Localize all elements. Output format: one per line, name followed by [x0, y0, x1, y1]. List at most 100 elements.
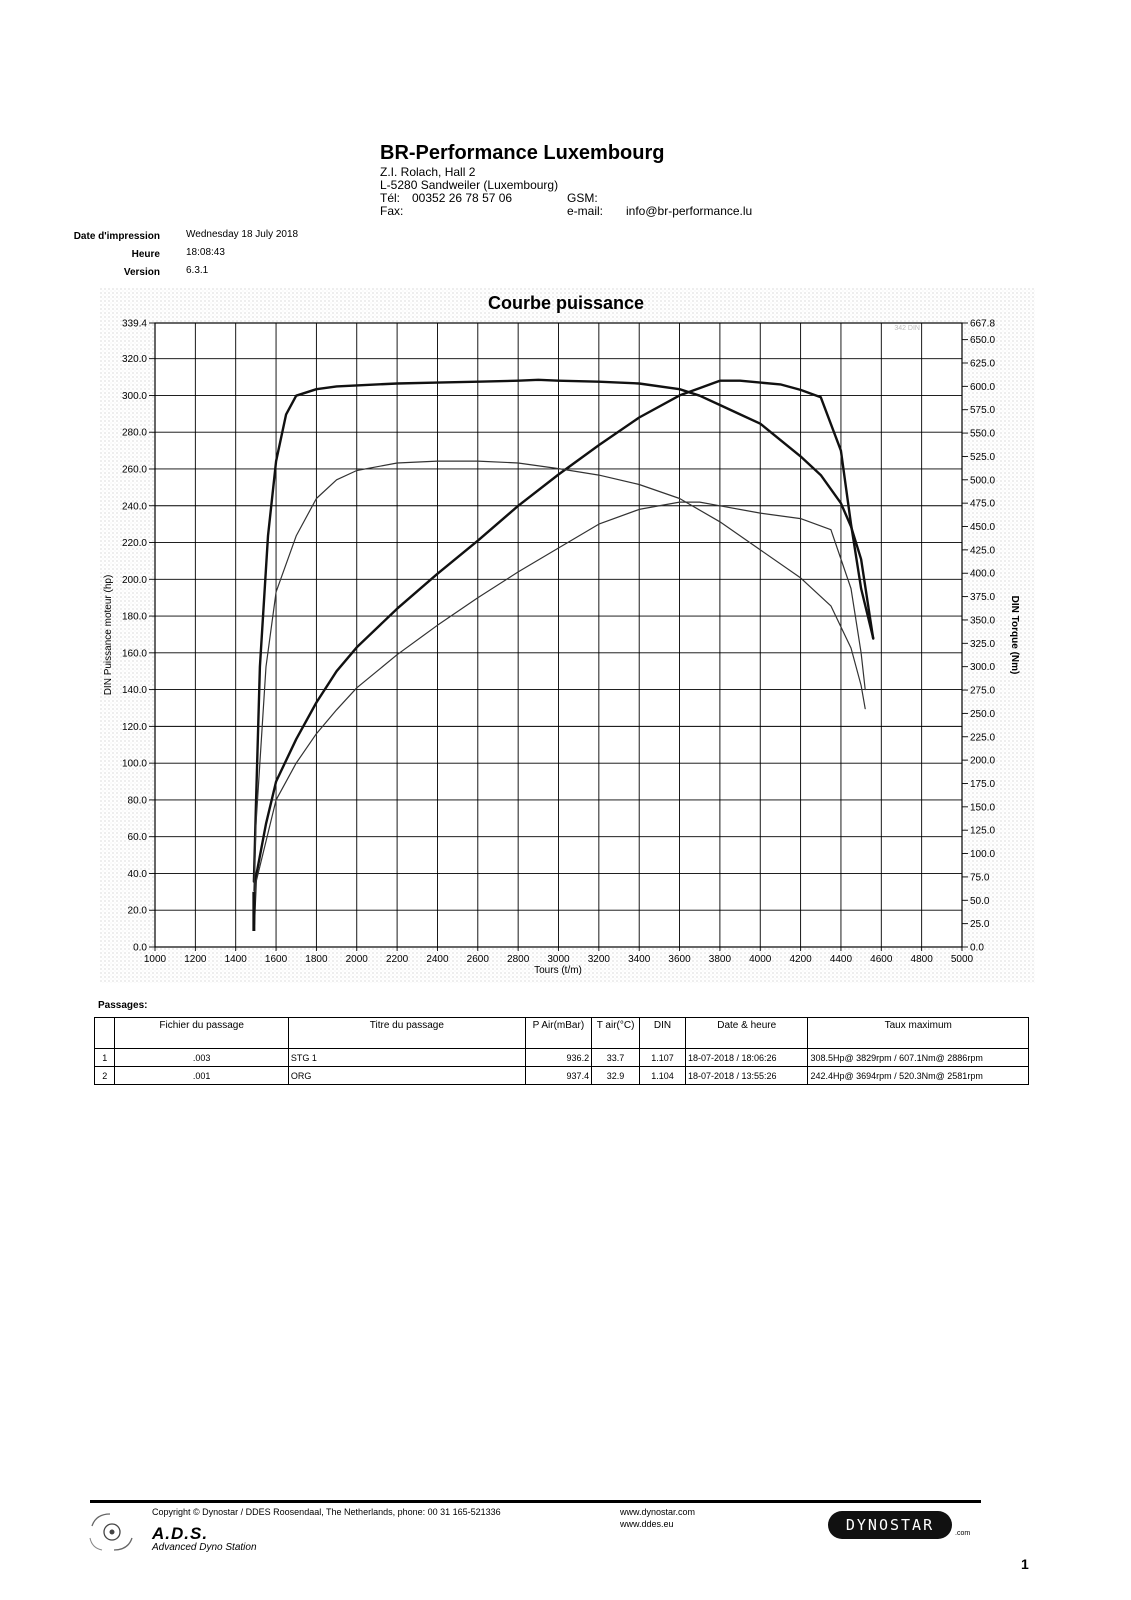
col-header-max: Taux maximum	[807, 1017, 1029, 1049]
x-tick-label: 3400	[628, 954, 651, 965]
run-1-power-line	[252, 379, 875, 927]
dyno-chart: 1000 1200 1400 1600 1800 2000 2200 2400 2600 2800…	[100, 288, 1035, 983]
y-right-tick-label: 667.8	[970, 319, 995, 330]
col-header-din: DIN	[639, 1017, 686, 1049]
y-right-tick-label: 75.0	[970, 872, 990, 883]
address-line-1: Z.I. Rolach, Hall 2	[380, 165, 476, 179]
run-1-torque-line	[252, 378, 875, 883]
tel-label: Tél:	[380, 191, 401, 205]
run-pair: 936.2	[524, 1048, 593, 1067]
y-left-tick-label: 80.0	[128, 795, 148, 806]
x-tick-label: 5000	[951, 954, 974, 965]
print-time-value: 18:08:43	[186, 247, 225, 258]
email-value: info@br-performance.lu	[626, 204, 753, 218]
company-name: BR-Performance Luxembourg	[380, 142, 665, 164]
y-left-tick-label: 240.0	[122, 501, 147, 512]
y-right-tick-label: 250.0	[970, 709, 995, 720]
run-tair: 32.9	[591, 1066, 641, 1085]
col-header-num	[93, 1017, 116, 1049]
y-right-tick-label: 450.0	[970, 522, 995, 533]
email-label: e-mail:	[567, 204, 604, 218]
table-row: 1 .003 STG 1 936.2 33.7 1.107 18-07-2018…	[93, 1048, 1029, 1067]
y-left-tick-label: 20.0	[128, 906, 148, 917]
run-2-power-line	[253, 501, 866, 930]
y-left-tick-label: 339.4	[122, 319, 147, 330]
y-right-tick-label: 275.0	[970, 686, 995, 697]
run-din: 1.107	[639, 1048, 686, 1067]
y-axis-right-label: DIN Torque (Nm)	[1009, 596, 1020, 675]
y-right-tick-label: 550.0	[970, 429, 995, 440]
y-right-tick-label: 400.0	[970, 569, 995, 580]
y-right-tick-label: 650.0	[970, 335, 995, 346]
passages-label: Passages:	[98, 1000, 148, 1011]
y-left-tick-label: 300.0	[122, 391, 147, 402]
footer-web-dynostar[interactable]: www.dynostar.com	[620, 1507, 696, 1517]
x-tick-label: 1400	[225, 954, 248, 965]
version-label: Version	[123, 267, 160, 278]
col-header-title: Titre du passage	[287, 1017, 526, 1049]
run-title: STG 1	[287, 1048, 526, 1067]
run-din: 1.104	[639, 1066, 686, 1085]
y-left-tick-label: 120.0	[122, 722, 147, 733]
din-annotation: 342 DIN	[894, 325, 920, 332]
dynostar-logo: DYNOSTAR	[828, 1511, 952, 1539]
y-left-tick-label: 320.0	[122, 354, 147, 365]
x-tick-label: 3800	[709, 954, 732, 965]
y-right-tick-label: 50.0	[970, 896, 990, 907]
print-date-label: Date d'impression	[73, 231, 160, 242]
x-tick-label: 2600	[467, 954, 490, 965]
x-tick-label: 3000	[547, 954, 570, 965]
run-2-torque-line	[253, 460, 866, 892]
col-header-file: Fichier du passage	[114, 1017, 289, 1049]
y-right-tick-label: 225.0	[970, 732, 995, 743]
tel-value: 00352 26 78 57 06	[412, 191, 513, 205]
run-pair: 937.4	[524, 1066, 593, 1085]
y-right-tick-label: 150.0	[970, 802, 995, 813]
y-left-tick-label: 180.0	[122, 612, 147, 623]
y-right-tick-label: 300.0	[970, 662, 995, 673]
run-tair: 33.7	[591, 1048, 641, 1067]
y-left-tick-label: 220.0	[122, 538, 147, 549]
y-right-tick-label: 125.0	[970, 826, 995, 837]
x-tick-label: 4000	[749, 954, 772, 965]
col-header-pair: P Air(mBar)	[524, 1017, 593, 1049]
y-left-tick-label: 200.0	[122, 575, 147, 586]
run-datetime: 18-07-2018 / 18:06:26	[684, 1048, 809, 1067]
y-right-tick-label: 600.0	[970, 382, 995, 393]
version-value: 6.3.1	[186, 265, 209, 276]
run-file: .001	[114, 1066, 289, 1085]
chart-title: Courbe puissance	[488, 293, 644, 313]
y-right-tick-label: 0.0	[970, 943, 984, 954]
y-axis-left-label: DIN Puissance moteur (hp)	[103, 575, 114, 696]
ads-name: A.D.S.	[152, 1524, 209, 1543]
x-tick-label: 1800	[305, 954, 328, 965]
x-tick-label: 2000	[346, 954, 369, 965]
footer-rule	[90, 1500, 981, 1503]
y-left-tick-label: 100.0	[122, 759, 147, 770]
run-datetime: 18-07-2018 / 13:55:26	[684, 1066, 809, 1085]
x-tick-label: 2200	[386, 954, 409, 965]
ads-logo-icon	[89, 1513, 133, 1551]
col-header-tair: T air(°C)	[591, 1017, 641, 1049]
fax-label: Fax:	[380, 204, 404, 218]
footer-web-ddes[interactable]: www.ddes.eu	[620, 1519, 674, 1529]
ads-subtitle: Advanced Dyno Station	[152, 1542, 257, 1553]
y-right-tick-label: 100.0	[970, 849, 995, 860]
dynostar-logo-suffix: .com	[955, 1530, 971, 1537]
run-max: 308.5Hp@ 3829rpm / 607.1Nm@ 2886rpm	[807, 1048, 1029, 1067]
run-file: .003	[114, 1048, 289, 1067]
y-right-tick-label: 500.0	[970, 475, 995, 486]
y-right-tick-label: 375.0	[970, 592, 995, 603]
y-right-tick-label: 175.0	[970, 779, 995, 790]
x-tick-label: 4200	[789, 954, 812, 965]
print-time-label: Heure	[131, 249, 160, 260]
run-num: 2	[93, 1066, 116, 1085]
table-header-row: Fichier du passage Titre du passage P Ai…	[93, 1017, 1029, 1049]
y-left-tick-label: 260.0	[122, 464, 147, 475]
run-num: 1	[93, 1048, 116, 1067]
y-right-tick-label: 475.0	[970, 499, 995, 510]
y-right-tick-label: 425.0	[970, 545, 995, 556]
x-tick-label: 3200	[588, 954, 611, 965]
y-right-tick-label: 350.0	[970, 615, 995, 626]
col-header-datetime: Date & heure	[684, 1017, 809, 1049]
